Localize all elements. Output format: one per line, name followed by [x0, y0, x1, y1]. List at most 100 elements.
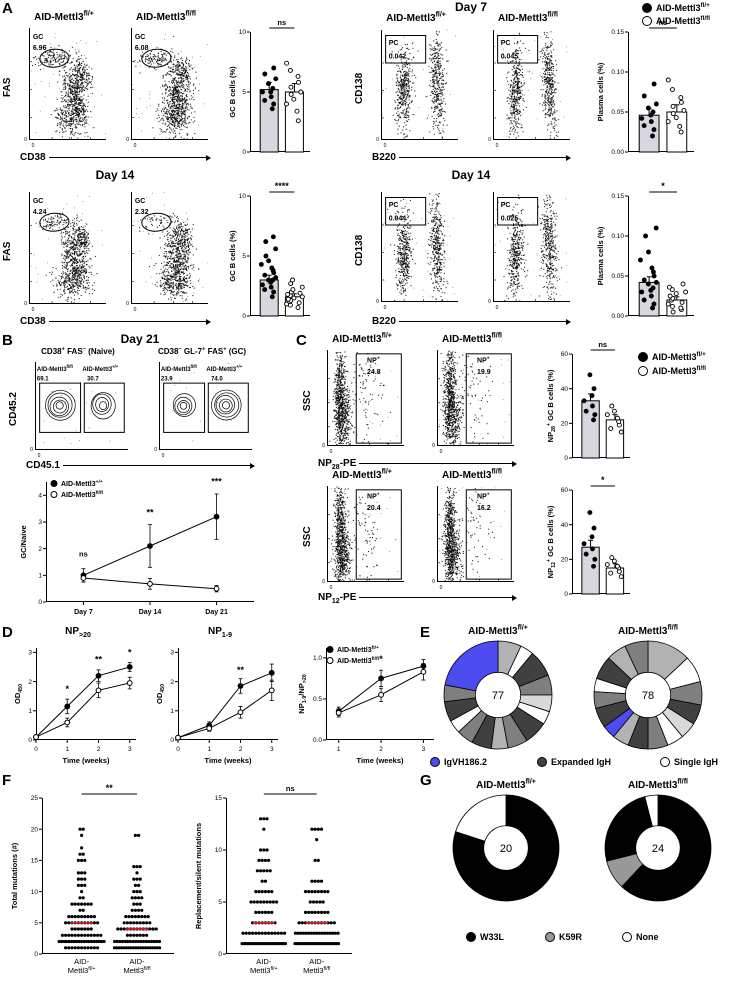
svg-text:0: 0 [24, 137, 27, 143]
gray-circle-icon [545, 932, 555, 942]
legend-e-label1: IgVH186.2 [444, 757, 488, 767]
panel-label-e: E [420, 624, 431, 641]
legend-c-row2: AID-Mettl3fl/fl [638, 365, 706, 376]
svg-text:0.00: 0.00 [611, 149, 624, 156]
day14-title-left: Day 14 [95, 168, 135, 182]
svg-text:ns: ns [659, 18, 668, 27]
flow-plot-pc-day14-flfl: 0 0 PC 0.025 [484, 190, 572, 311]
bar-chart-np12: 0 20 40 60 NP12+ GC B cells (%) * [546, 474, 634, 608]
donut-chart-igh-flp: 77 [443, 640, 553, 750]
flow-plot-np28-flfl: 0 0 NP+ 19.9 [428, 348, 516, 455]
line-chart-np1-9-elisa: 0 1 2 3 OD450 0 1 2 3 Time (weeks) ** [154, 640, 286, 766]
legend-a-row2: AID-Mettl3fl/fl [642, 15, 710, 26]
axis-label-b220-2: B220 [372, 316, 572, 327]
axis-arrow [398, 154, 572, 161]
axis-label-b220-text: B220 [372, 152, 396, 163]
legend-g-label1: W33L [480, 932, 505, 942]
panel-label-c: C [296, 332, 307, 349]
legend-c-row1: AID-Mettl3fl/+ [638, 351, 706, 362]
axis-label-ssc-1: SSC [302, 390, 313, 412]
flow-title-np12-flp: AID-Mettl3fl/+ [332, 468, 392, 481]
dot-plot-total-mutations: 0 5 10 15 20 25 Total mutations (#) AID- Mettl3f… [8, 782, 176, 980]
svg-text:4.24: 4.24 [33, 209, 47, 216]
legend-c-label2: AID-Mettl3fl/fl [652, 365, 706, 376]
axis-label-ssc-2: SSC [302, 526, 313, 548]
donut-chart-w33l-flp: 20 [452, 794, 560, 902]
legend-g-label3: None [636, 932, 659, 942]
svg-text:6.08: 6.08 [135, 45, 149, 52]
svg-text:0: 0 [242, 149, 246, 156]
svg-text:0: 0 [24, 301, 27, 307]
flow-plot-pc-day14-flp: 0 0 PC 0.044 [372, 190, 460, 311]
contour-plot-gc: 0 0 AID-Mettl3fl/fl 23.9 AID-Mettl3+/+ 74.0 [150, 360, 254, 459]
donut-title-g-flp: AID-Mettl3fl/+ [476, 778, 536, 791]
svg-text:0: 0 [488, 137, 491, 143]
axis-label-cd45-1-text: CD45.1 [26, 460, 60, 471]
svg-text:0: 0 [126, 301, 129, 307]
svg-text:0.15: 0.15 [611, 29, 624, 36]
svg-text:0: 0 [32, 307, 35, 313]
axis-label-np28: NP28-PE [318, 458, 517, 471]
bar-chart-plasma-day7: 0.00 0.05 0.10 0.15 Plasma cells (%) ns [596, 16, 698, 166]
svg-text:0: 0 [32, 143, 35, 149]
panel-label-a: A [2, 0, 13, 17]
flow-title-gc7-flfl: AID-Mettl3fl/fl [136, 10, 196, 23]
flow-plot-gc-day7-flfl: 0 0 GC 6.08 [122, 26, 210, 149]
legend-a-label1: AID-Mettl3fl/+ [656, 2, 710, 13]
chart-title-np1-9: NP1-9 [207, 626, 233, 639]
white-circle-icon [622, 932, 632, 942]
svg-text:0.05: 0.05 [611, 109, 624, 116]
panel-label-d: D [2, 624, 13, 641]
legend-e-label2: Expanded IgH [551, 757, 612, 767]
line-chart-affinity-ratio: 0.0 0.5 1.0 NP1-9/NP>20 1 2 3 Time (weeks) * AID-… [296, 640, 442, 766]
legend-g-w33l: W33L [466, 932, 504, 942]
axis-label-np28-text: NP28-PE [318, 458, 357, 471]
axis-label-cd45-1: CD45.1 [26, 460, 256, 471]
svg-text:GC B cells (%): GC B cells (%) [228, 66, 237, 118]
white-circle-icon [660, 757, 670, 767]
flow-title-gc7-flp: AID-Mettl3fl/+ [34, 10, 94, 23]
contour-plot-naive: 0 0 AID-Mettl3fl/fl 69.1 AID-Mettl3+/+ 30.7 [26, 360, 130, 459]
axis-label-fas-2: FAS [2, 241, 13, 261]
flow-title-pc7-flp: AID-Mettl3fl/+ [386, 11, 446, 24]
black-circle-icon [466, 932, 476, 942]
axis-arrow [48, 318, 212, 325]
legend-g-label2: K59R [559, 932, 583, 942]
filled-circle-icon [638, 352, 648, 362]
flow-title-np28-flfl: AID-Mettl3fl/fl [442, 332, 502, 345]
open-circle-icon [642, 16, 652, 26]
svg-text:0.042: 0.042 [389, 54, 407, 61]
svg-text:10: 10 [239, 29, 247, 36]
donut-chart-w33l-flfl: 24 [604, 794, 712, 902]
axis-label-cd138-1: CD138 [354, 72, 365, 104]
line-chart-np20-elisa: 0 1 2 3 OD450 0 1 2 3 Time (weeks) * ** * [12, 640, 144, 766]
svg-text:0: 0 [126, 137, 129, 143]
legend-c-label1: AID-Mettl3fl/+ [652, 351, 706, 362]
chart-title-np20: NP>20 [65, 626, 91, 639]
svg-text:GC: GC [135, 34, 146, 41]
line-chart-gc-naive-ratio: 0 1 2 3 4 GC/Naive Day 7 Day 14 Day 21 ns ** *** AID… [18, 474, 262, 618]
axis-label-cd38-text: CD38 [20, 316, 46, 327]
svg-text:0.10: 0.10 [611, 69, 624, 76]
donut-chart-igh-flfl: 78 [593, 640, 703, 750]
svg-text:GC: GC [33, 34, 44, 41]
axis-label-b220-text: B220 [372, 316, 396, 327]
flow-title-np28-flp: AID-Mettl3fl/+ [332, 332, 392, 345]
donut-title-g-flfl: AID-Mettl3fl/fl [628, 778, 688, 791]
svg-text:0: 0 [496, 143, 499, 149]
svg-text:GC: GC [33, 198, 44, 205]
blue-circle-icon [430, 757, 440, 767]
svg-text:0: 0 [384, 143, 387, 149]
dark-circle-icon [537, 757, 547, 767]
flow-plot-np12-flp: 0 0 NP+ 20.4 [318, 484, 406, 591]
flow-plot-pc-day7-flfl: 0 0 PC 0.045 [484, 28, 572, 149]
svg-text:0: 0 [134, 307, 137, 313]
svg-text:5: 5 [242, 89, 246, 96]
axis-arrow [359, 594, 517, 601]
axis-arrow [48, 154, 212, 161]
flow-plot-np12-flfl: 0 0 NP+ 16.2 [428, 484, 516, 591]
axis-arrow [398, 318, 572, 325]
axis-label-cd45-2: CD45.2 [8, 392, 19, 426]
axis-arrow [62, 462, 256, 469]
